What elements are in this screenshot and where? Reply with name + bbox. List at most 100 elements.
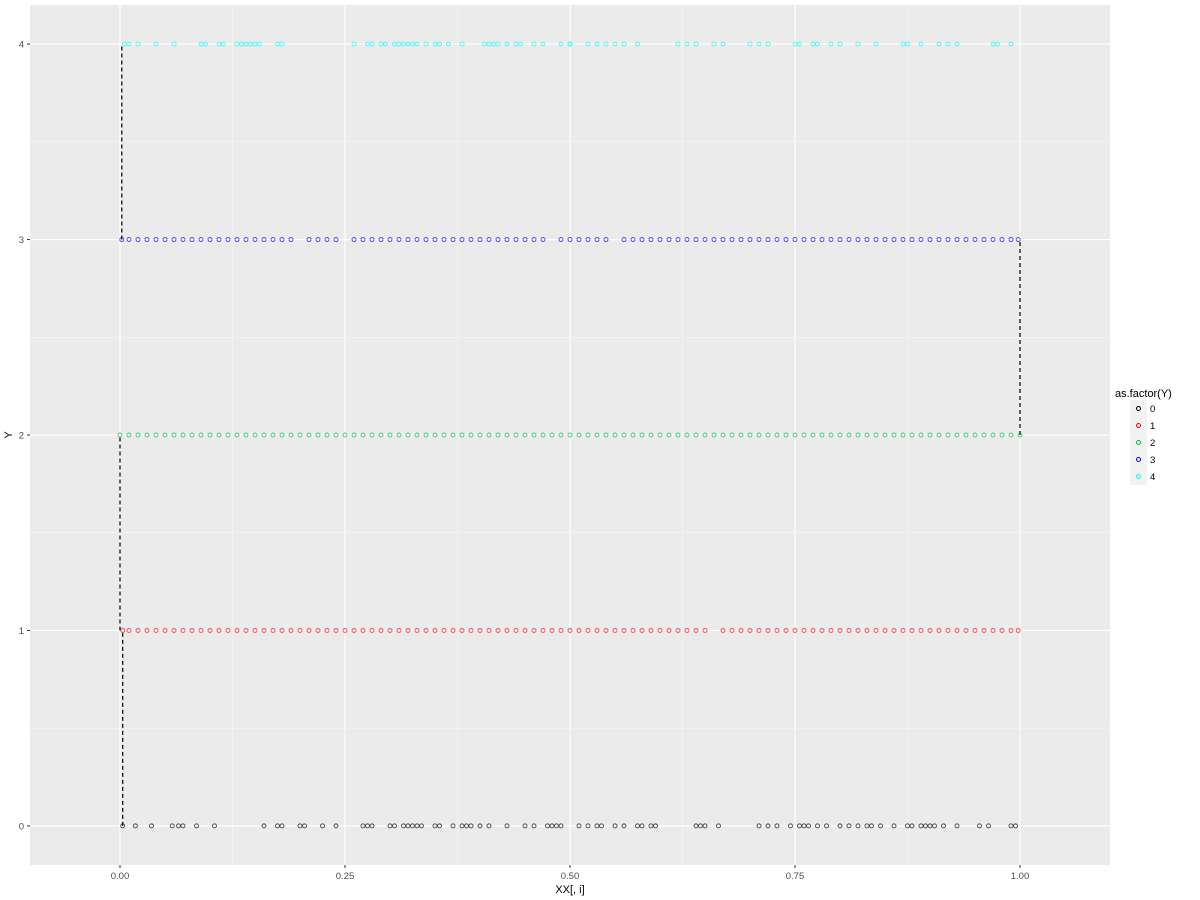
data-point — [878, 823, 883, 829]
data-point — [225, 237, 231, 243]
data-point — [864, 237, 870, 243]
data-point — [918, 41, 924, 47]
data-point — [324, 432, 330, 438]
data-point — [837, 432, 843, 438]
data-point — [522, 627, 528, 633]
legend-key-point — [1136, 457, 1141, 462]
data-point — [333, 237, 339, 243]
data-point — [936, 627, 942, 633]
data-point — [419, 823, 424, 829]
data-point — [905, 41, 910, 47]
data-point — [120, 627, 126, 633]
legend-label: 2 — [1150, 438, 1155, 449]
data-point — [891, 432, 897, 438]
x-axis: 0.00 0.25 0.50 0.75 1.00 — [111, 865, 1029, 882]
data-point — [612, 823, 618, 829]
data-point — [567, 432, 573, 438]
data-point — [396, 237, 402, 243]
data-point — [702, 237, 708, 243]
data-point — [909, 237, 915, 243]
data-point — [594, 432, 600, 438]
data-point — [257, 41, 262, 47]
data-point — [486, 237, 492, 243]
data-point — [450, 823, 456, 829]
data-point — [855, 41, 861, 47]
data-point — [378, 237, 384, 243]
data-point — [320, 823, 325, 829]
data-point — [765, 41, 771, 47]
data-point — [396, 627, 402, 633]
data-point — [252, 432, 258, 438]
data-point — [169, 823, 175, 829]
data-point — [495, 627, 501, 633]
data-point — [324, 627, 330, 633]
data-point — [279, 627, 285, 633]
data-point — [738, 432, 744, 438]
data-point — [635, 41, 640, 47]
data-point — [279, 41, 285, 47]
data-point — [900, 237, 906, 243]
data-point — [504, 41, 510, 47]
data-point — [653, 823, 658, 829]
data-point — [657, 237, 663, 243]
data-point — [621, 627, 627, 633]
data-point — [468, 432, 474, 438]
data-point — [1008, 627, 1014, 633]
data-point — [846, 237, 852, 243]
data-point — [441, 237, 447, 243]
data-point — [243, 627, 249, 633]
data-point — [243, 432, 249, 438]
legend-key-point — [1136, 474, 1141, 479]
data-point — [369, 627, 375, 633]
data-point — [126, 432, 132, 438]
data-point — [216, 432, 222, 438]
data-point — [720, 41, 726, 47]
data-point — [189, 432, 195, 438]
data-point — [815, 41, 820, 47]
data-point — [171, 41, 177, 47]
data-point — [792, 432, 798, 438]
data-point — [891, 237, 897, 243]
data-point — [531, 627, 537, 633]
data-point — [351, 627, 357, 633]
data-point — [225, 432, 231, 438]
data-point — [720, 432, 726, 438]
data-point — [855, 237, 861, 243]
data-point — [828, 432, 834, 438]
data-point — [558, 432, 564, 438]
data-point — [405, 432, 411, 438]
data-point — [630, 432, 636, 438]
data-point — [909, 627, 915, 633]
data-point — [486, 823, 492, 829]
data-point — [576, 237, 582, 243]
data-point — [216, 627, 222, 633]
data-point — [954, 41, 960, 47]
data-point — [383, 41, 388, 47]
data-point — [765, 237, 771, 243]
data-point — [765, 432, 771, 438]
data-point — [873, 627, 879, 633]
data-point — [837, 237, 843, 243]
data-point — [234, 432, 240, 438]
legend-label: 4 — [1150, 472, 1155, 483]
data-point — [855, 432, 861, 438]
data-point — [387, 432, 393, 438]
data-point — [522, 237, 528, 243]
legend-key-point — [1136, 423, 1141, 428]
data-point — [941, 823, 946, 829]
y-axis-title: Y — [3, 431, 15, 439]
data-point — [909, 823, 915, 829]
data-point — [630, 627, 636, 633]
data-point — [630, 237, 636, 243]
data-point — [495, 41, 501, 47]
data-point — [495, 237, 501, 243]
data-point — [747, 432, 753, 438]
data-point — [797, 41, 802, 47]
data-point — [954, 823, 960, 829]
data-point — [711, 41, 717, 47]
data-point — [558, 41, 564, 47]
data-point — [432, 237, 438, 243]
data-point — [171, 627, 177, 633]
data-point — [846, 823, 852, 829]
data-point — [909, 432, 915, 438]
